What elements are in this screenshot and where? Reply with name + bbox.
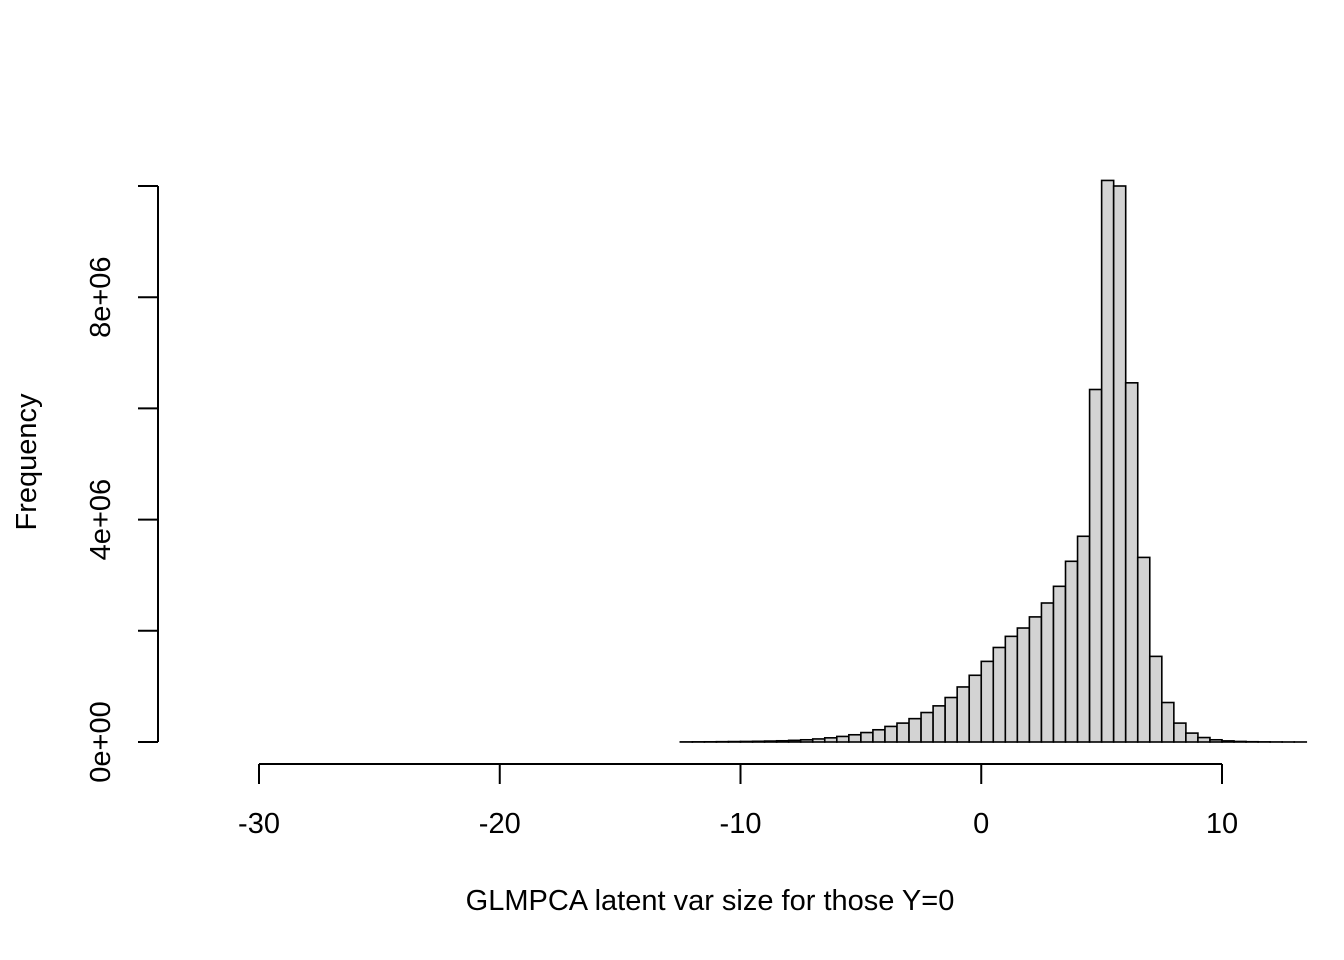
y-tick-label: 4e+06	[85, 479, 117, 560]
histogram-bar	[1221, 740, 1235, 743]
histogram-bar	[775, 739, 790, 743]
y-axis-title: Frequency	[11, 393, 43, 531]
histogram-bar	[835, 735, 850, 743]
histogram-bar	[1124, 382, 1139, 743]
histogram-bar	[872, 728, 886, 743]
histogram-bar	[992, 646, 1007, 743]
histogram-bar	[1112, 185, 1127, 743]
histogram-bar	[1004, 635, 1019, 743]
y-tick-label: 0e+00	[85, 701, 117, 782]
histogram-bar	[1185, 732, 1199, 743]
histogram-bar	[1076, 535, 1091, 743]
histogram-bar	[860, 731, 874, 743]
histogram-bar	[896, 722, 910, 743]
histogram-bar	[1028, 616, 1043, 743]
histogram-bar	[1148, 655, 1163, 743]
x-tick-label: 0	[973, 808, 989, 840]
histogram-bar	[811, 738, 826, 743]
y-tick-label: 8e+06	[85, 256, 117, 337]
bars-group	[679, 179, 1308, 743]
histogram-bar	[848, 733, 862, 743]
x-tick-label: -20	[479, 808, 521, 840]
x-axis: -30 -20 -10 0 10	[238, 763, 1238, 840]
histogram-bar	[739, 740, 754, 743]
histogram-bar	[751, 740, 766, 743]
histogram-bar	[1136, 556, 1151, 743]
histogram-bar	[1064, 560, 1079, 743]
histogram-bar	[920, 711, 934, 743]
histogram-bar	[1088, 388, 1103, 743]
x-tick-label: -30	[238, 808, 280, 840]
histogram-bar	[908, 717, 922, 743]
histogram-bar	[787, 739, 802, 743]
histogram-bar	[1173, 722, 1187, 743]
histogram-bar	[968, 674, 983, 743]
histogram-bar	[944, 696, 958, 743]
histogram-bar	[1040, 602, 1055, 743]
histogram-bar	[956, 686, 971, 743]
histogram-bar	[1100, 179, 1115, 743]
histogram-bar	[763, 740, 778, 743]
histogram-bar	[884, 725, 898, 743]
x-tick-label: 10	[1206, 808, 1238, 840]
x-axis-title: GLMPCA latent var size for those Y=0	[466, 885, 955, 917]
histogram-bar	[799, 738, 814, 743]
histogram-bar	[1161, 701, 1175, 743]
histogram-bar	[1052, 585, 1067, 743]
histogram-bar	[1233, 740, 1247, 743]
x-tick-label: -10	[720, 808, 762, 840]
histogram-bar	[1016, 627, 1031, 743]
histogram-bar	[932, 705, 946, 743]
histogram-bar	[1197, 736, 1211, 743]
histogram-bar	[980, 660, 995, 743]
histogram-bar	[823, 737, 838, 743]
y-axis: 0e+00 4e+06 8e+06	[85, 185, 159, 783]
histogram-bar	[1209, 738, 1223, 743]
